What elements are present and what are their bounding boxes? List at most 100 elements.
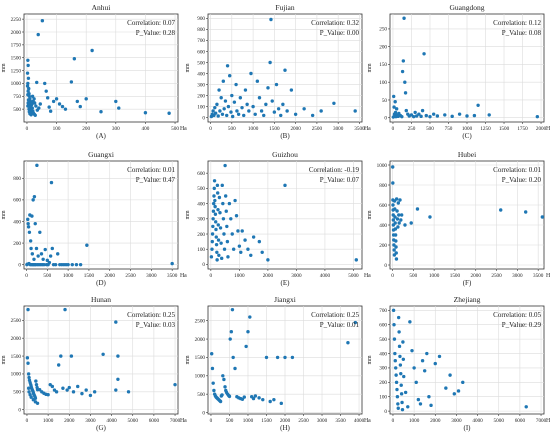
x-axis-label: Ha: [180, 126, 187, 132]
x-tick-label: 7000: [170, 418, 181, 424]
y-tick-label: 600: [197, 49, 205, 55]
data-point: [215, 183, 220, 188]
data-point: [40, 18, 45, 23]
data-point: [84, 97, 88, 101]
data-point: [394, 197, 399, 201]
data-point: [117, 106, 121, 110]
x-tick-label: 3000: [333, 126, 344, 132]
y-tick-label: 1500: [11, 56, 22, 62]
y-tick-label: 500: [379, 337, 387, 343]
y-tick-label: 2000: [11, 336, 22, 342]
correlation-label: Correlation: 0.01: [127, 166, 175, 174]
x-tick-label: 0: [210, 273, 213, 279]
data-point: [219, 241, 223, 245]
data-point: [391, 181, 395, 185]
data-point: [397, 221, 401, 225]
data-point: [283, 183, 287, 188]
y-tick-label: 1250: [11, 68, 22, 74]
data-point: [143, 111, 148, 115]
data-point: [394, 257, 399, 261]
data-point: [41, 257, 45, 261]
p-value-label: P_Value: 0.07: [320, 176, 360, 184]
data-point: [285, 109, 289, 113]
x-tick-label: 1500: [261, 418, 272, 424]
data-point: [32, 194, 37, 199]
x-tick-label: 0: [210, 418, 213, 424]
data-point: [50, 246, 54, 251]
panel-title: Zhejiang: [454, 295, 481, 304]
data-point: [25, 84, 30, 88]
data-point: [114, 388, 118, 392]
data-point: [396, 225, 400, 229]
y-tick-label: 0: [18, 408, 21, 414]
y-axis-label: mm: [185, 355, 191, 365]
data-point: [27, 230, 32, 234]
data-point: [26, 386, 31, 390]
data-point: [47, 105, 51, 109]
data-point: [424, 113, 428, 118]
data-point: [219, 256, 224, 261]
data-point: [268, 60, 272, 65]
y-tick-label: 800: [379, 183, 387, 189]
data-point: [65, 388, 69, 392]
data-point: [211, 217, 215, 221]
data-point: [26, 307, 30, 312]
x-tick-label: 1000: [63, 273, 74, 279]
data-point: [230, 114, 235, 119]
data-point: [210, 232, 215, 236]
data-point: [392, 248, 396, 252]
data-point: [535, 114, 540, 119]
data-point: [233, 366, 237, 371]
y-tick-label: 1750: [11, 43, 22, 49]
data-point: [417, 112, 421, 116]
x-tick-label: 1000: [462, 126, 473, 132]
y-tick-label: 0: [202, 262, 205, 268]
data-point: [212, 179, 217, 183]
data-point: [35, 80, 39, 85]
data-point: [444, 386, 448, 390]
data-point: [224, 209, 228, 213]
data-point: [26, 58, 30, 62]
data-point: [403, 80, 407, 84]
data-point: [240, 229, 244, 233]
data-point: [228, 337, 232, 341]
y-tick-label: 0: [202, 410, 205, 416]
x-tick-label: 0: [392, 418, 395, 424]
data-point: [235, 109, 239, 113]
correlation-label: Correlation: 0.25: [311, 311, 359, 319]
x-tick-label: 0: [391, 273, 394, 279]
data-point: [215, 250, 219, 254]
x-tick-label: 2000: [105, 273, 116, 279]
y-tick-label: 300: [379, 366, 387, 372]
data-point: [27, 375, 31, 380]
x-axis-label: Ha: [364, 418, 371, 424]
x-tick-label: 3000: [451, 418, 462, 424]
panel-letter: (H): [280, 424, 290, 432]
data-point: [26, 225, 31, 229]
y-tick-label: 200: [379, 380, 387, 386]
y-tick-label: 2500: [11, 318, 22, 324]
data-point: [35, 401, 40, 405]
data-point: [406, 405, 410, 409]
data-point: [217, 88, 221, 92]
data-point: [395, 387, 399, 392]
panel-letter: (C): [462, 132, 472, 140]
data-point: [35, 163, 39, 168]
data-point: [402, 374, 406, 379]
data-point: [114, 99, 118, 104]
data-point: [54, 97, 59, 101]
data-point: [354, 258, 358, 262]
data-point: [227, 394, 232, 399]
data-point: [419, 114, 423, 119]
y-tick-label: 500: [197, 186, 205, 192]
y-tick-label: 2500: [195, 318, 206, 324]
x-tick-label: 750: [445, 126, 453, 132]
data-point: [223, 385, 227, 389]
data-point: [210, 239, 214, 244]
data-point: [270, 99, 274, 103]
data-point: [26, 372, 31, 376]
data-point: [402, 16, 406, 20]
y-axis-label: mm: [367, 355, 373, 365]
data-point: [234, 214, 239, 218]
data-point: [225, 113, 229, 118]
